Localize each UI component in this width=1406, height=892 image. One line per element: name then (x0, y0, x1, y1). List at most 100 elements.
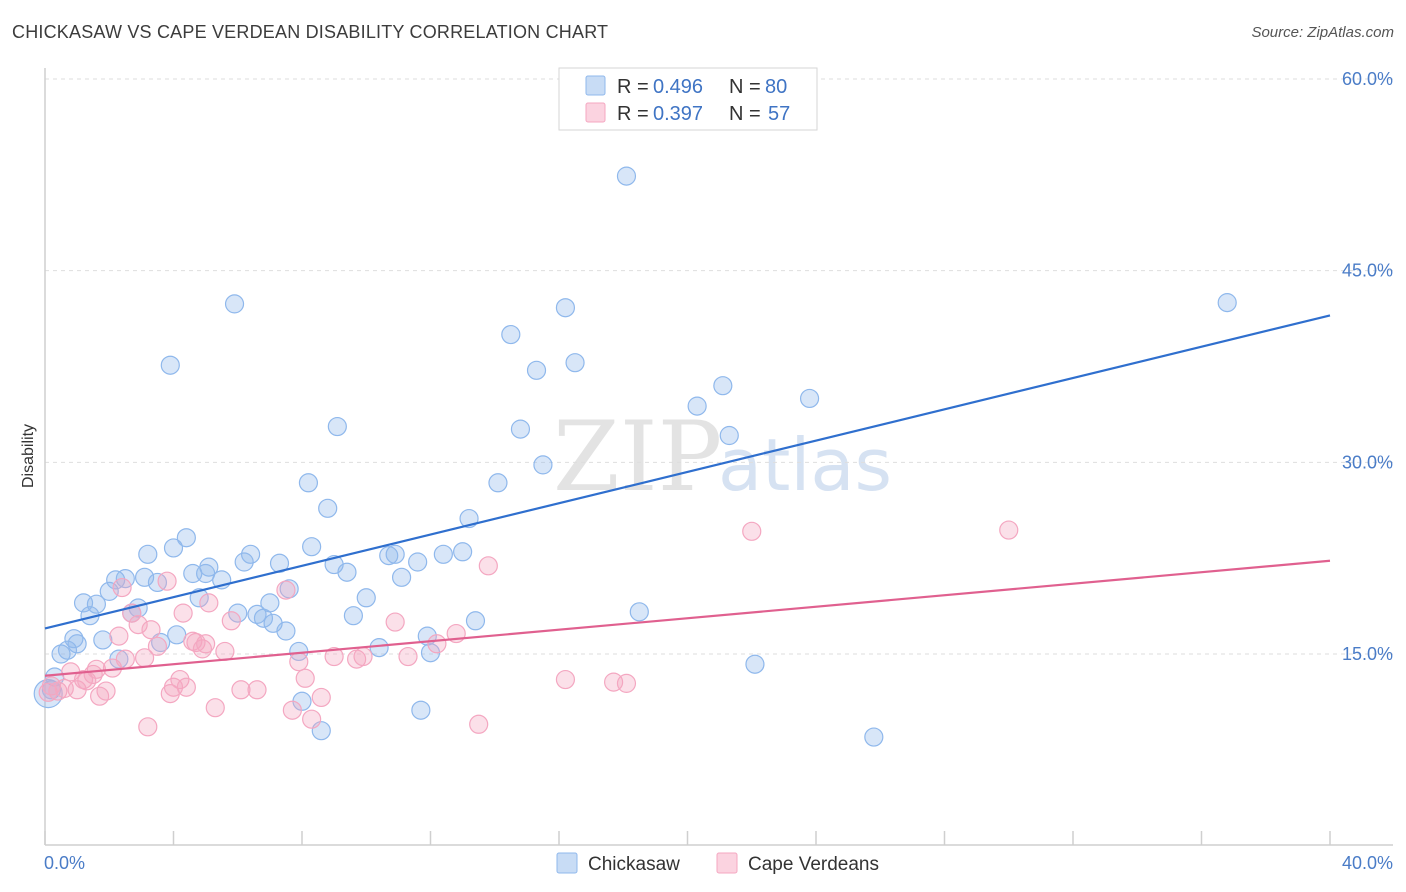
point-cape-verdeans (999, 520, 1019, 540)
legend-r-label-1: R = (617, 76, 649, 98)
trend-line-chickasaw (44, 314, 1331, 630)
point-cape-verdeans (157, 571, 177, 591)
point-chickasaw (160, 355, 180, 375)
point-chickasaw (799, 388, 820, 409)
point-chickasaw (241, 544, 261, 564)
point-chickasaw (719, 425, 739, 446)
point-cape-verdeans (215, 641, 235, 662)
trend-lines (44, 314, 1331, 677)
legend-n-label-2: N = (729, 103, 761, 125)
point-chickasaw (93, 630, 113, 650)
point-cape-verdeans (115, 649, 135, 669)
point-cape-verdeans (173, 603, 193, 623)
point-cape-verdeans (96, 681, 116, 701)
point-cape-verdeans (398, 646, 418, 667)
point-cape-verdeans (199, 593, 219, 613)
point-cape-verdeans (616, 673, 637, 693)
point-cape-verdeans (205, 698, 225, 718)
stats-legend: R = 0.496 N = 80 R = 0.397 N = 57 (558, 67, 818, 131)
legend-r-label-2: R = (617, 103, 649, 125)
point-chickasaw (260, 593, 280, 613)
watermark-atlas: atlas (718, 423, 892, 507)
point-chickasaw (343, 606, 363, 626)
point-chickasaw (167, 625, 187, 645)
point-cape-verdeans (86, 659, 107, 679)
y-axis-tick-labels: 15.0% 30.0% 45.0% 60.0% (1342, 69, 1393, 664)
point-cape-verdeans (128, 615, 148, 635)
legend-r-value-2: 0.397 (653, 103, 703, 125)
y-tick-label: 60.0% (1342, 69, 1393, 89)
point-cape-verdeans (231, 680, 251, 700)
legend-n-value-2: 57 (768, 103, 790, 125)
point-chickasaw (616, 166, 637, 186)
x-tick-label-min: 0.0% (44, 853, 85, 873)
point-chickasaw (163, 538, 184, 558)
point-chickasaw (713, 376, 733, 396)
point-cape-verdeans (555, 669, 576, 690)
point-cape-verdeans (276, 580, 296, 600)
point-chickasaw (302, 537, 322, 557)
legend-n-label-1: N = (729, 76, 761, 98)
point-chickasaw (687, 396, 707, 416)
y-tick-label: 30.0% (1342, 452, 1393, 472)
point-cape-verdeans (311, 687, 331, 708)
point-chickasaw (276, 621, 296, 641)
point-chickasaw (533, 455, 553, 475)
point-cape-verdeans (138, 717, 158, 737)
point-cape-verdeans (196, 634, 216, 654)
point-chickasaw (318, 498, 338, 518)
point-cape-verdeans (170, 669, 190, 690)
point-cape-verdeans (90, 686, 110, 706)
point-cape-verdeans (469, 714, 489, 734)
point-cape-verdeans (112, 577, 132, 598)
point-chickasaw (745, 654, 765, 674)
point-chickasaw (138, 544, 158, 564)
point-chickasaw (565, 353, 585, 373)
point-chickasaw (147, 572, 168, 593)
point-chickasaw (408, 552, 428, 572)
point-chickasaw (134, 567, 155, 587)
point-chickasaw (224, 294, 245, 314)
point-chickasaw (176, 528, 196, 548)
point-chickasaw (279, 579, 299, 599)
watermark-zip: ZIP (553, 401, 722, 513)
point-cape-verdeans (247, 680, 267, 700)
point-chickasaw (234, 552, 254, 572)
point-chickasaw (57, 640, 78, 660)
series-name-chickasaw: Chickasaw (588, 854, 680, 875)
point-chickasaw (1217, 293, 1237, 313)
point-chickasaw (228, 603, 248, 623)
point-chickasaw (555, 298, 576, 318)
point-cape-verdeans (478, 556, 498, 576)
point-cape-verdeans (295, 668, 315, 688)
point-cape-verdeans (302, 709, 322, 729)
point-cape-verdeans (324, 646, 344, 667)
point-chickasaw (510, 419, 531, 439)
point-cape-verdeans (176, 677, 196, 697)
point-chickasaw (298, 473, 319, 493)
series-name-cape-verdeans: Cape Verdeans (748, 854, 879, 875)
y-tick-label: 15.0% (1342, 644, 1393, 664)
x-tick-label-max: 40.0% (1342, 853, 1393, 873)
point-cape-verdeans (192, 639, 213, 659)
legend-n-value-1: 80 (765, 76, 787, 98)
point-chickasaw (369, 638, 389, 658)
axes (44, 68, 1393, 846)
point-cape-verdeans (73, 669, 94, 690)
legend-swatch-chickasaw (585, 75, 606, 96)
point-chickasaw (391, 567, 412, 587)
point-chickasaw (86, 594, 107, 614)
point-cape-verdeans (141, 620, 161, 640)
point-cape-verdeans (109, 626, 129, 646)
point-chickasaw (106, 570, 126, 590)
point-chickasaw (411, 700, 431, 720)
source-credit: Source: ZipAtlas.com (1251, 24, 1394, 41)
y-tick-label: 45.0% (1342, 261, 1393, 281)
series-legend: Chickasaw Cape Verdeans (556, 852, 879, 875)
point-cape-verdeans (282, 700, 302, 720)
point-chickasaw (327, 416, 347, 437)
point-chickasaw (67, 634, 87, 654)
point-cape-verdeans (147, 636, 168, 656)
trend-line-cape-verdeans (44, 559, 1331, 677)
